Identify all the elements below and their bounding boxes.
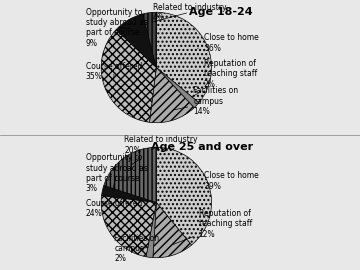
Wedge shape [143, 12, 156, 68]
Text: Course offered
24%: Course offered 24% [86, 199, 142, 227]
Wedge shape [104, 147, 156, 202]
Text: Age 25 and over: Age 25 and over [151, 142, 253, 152]
Wedge shape [156, 68, 199, 108]
Wedge shape [149, 68, 194, 123]
Text: Related to industry
4%: Related to industry 4% [153, 3, 226, 22]
Text: Facilities on
campus
2%: Facilities on campus 2% [114, 234, 159, 264]
Text: Facilities on
campus
14%: Facilities on campus 14% [173, 86, 238, 116]
Text: Reputation of
teaching staff
12%: Reputation of teaching staff 12% [173, 209, 252, 245]
Text: Course offered
35%: Course offered 35% [86, 62, 142, 81]
Text: Close to home
36%: Close to home 36% [197, 33, 259, 53]
Text: Opportunity to
study abroad as
part of course
9%: Opportunity to study abroad as part of c… [86, 8, 148, 48]
Wedge shape [101, 195, 156, 257]
Wedge shape [156, 12, 212, 103]
Text: Close to home
39%: Close to home 39% [199, 171, 259, 191]
Wedge shape [156, 147, 212, 245]
Text: Reputation of
teaching staff
2%: Reputation of teaching staff 2% [192, 59, 257, 97]
Text: Age 18-24: Age 18-24 [189, 7, 253, 17]
Wedge shape [102, 185, 156, 202]
Text: Opportunity to
study abroad as
part of course
3%: Opportunity to study abroad as part of c… [86, 153, 148, 193]
Wedge shape [101, 30, 156, 122]
Wedge shape [116, 14, 156, 68]
Wedge shape [146, 202, 156, 258]
Wedge shape [153, 202, 192, 258]
Text: Related to industry
20%: Related to industry 20% [124, 135, 198, 164]
